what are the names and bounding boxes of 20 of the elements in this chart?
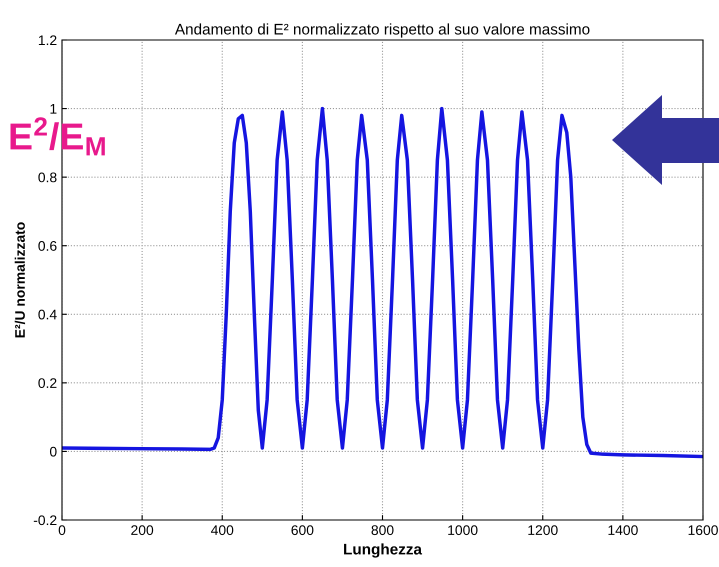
x-axis-title: Lunghezza — [344, 543, 422, 558]
x-tick-label: 1400 — [608, 525, 638, 536]
x-tick-label: 600 — [291, 525, 314, 536]
x-tick-label: 200 — [131, 525, 154, 536]
y-tick-label: 0.8 — [38, 172, 57, 182]
x-tick-label: 400 — [210, 525, 234, 536]
y-tick-label: 0.6 — [38, 241, 57, 251]
chart-title: Andamento di E² normalizzato rispetto al suo valore massimo — [174, 23, 590, 38]
x-tick-label: 0 — [58, 525, 66, 536]
x-tick-label: 1600 — [688, 525, 718, 536]
y-tick-label: 0.2 — [38, 378, 56, 388]
y-tick-label: 0.4 — [38, 310, 57, 320]
y-tick-label: 1 — [50, 104, 56, 114]
y-axis-title: E²/U normalizzato — [14, 222, 26, 338]
y-tick-label: 1.2 — [38, 35, 56, 46]
x-tick-label: 1000 — [448, 525, 478, 536]
y-tick-label: 0 — [50, 446, 57, 457]
y-tick-label: -0.2 — [34, 515, 56, 526]
x-tick-label: 800 — [372, 525, 394, 536]
x-tick-label: 1200 — [528, 525, 558, 536]
